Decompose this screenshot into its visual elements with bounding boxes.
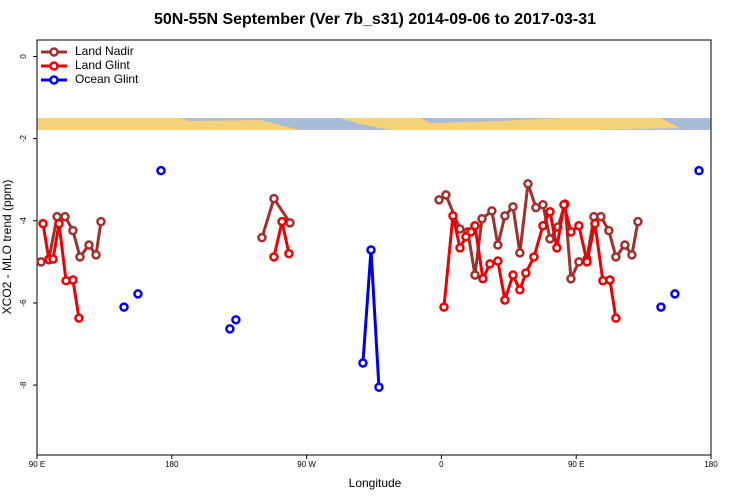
point — [68, 275, 78, 285]
point — [670, 289, 680, 299]
point — [596, 211, 606, 222]
point — [656, 302, 666, 312]
point — [485, 259, 495, 269]
legend-label: Land Glint — [75, 58, 130, 72]
point — [604, 225, 614, 236]
point — [441, 190, 451, 200]
point — [156, 165, 166, 176]
x-axis-label: Longitude — [349, 476, 402, 490]
point — [470, 220, 480, 231]
y-tick-label: 0 — [19, 54, 28, 59]
point — [620, 240, 630, 250]
point — [633, 216, 643, 227]
point — [466, 227, 476, 237]
y-tick-label: -8 — [19, 381, 28, 389]
y-axis-label: XCO2 - MLO trend (ppm) — [0, 180, 14, 315]
point — [508, 270, 518, 280]
point — [590, 218, 600, 229]
point — [284, 248, 294, 259]
point — [538, 200, 548, 210]
x-tick-label: 180 — [165, 460, 179, 469]
point — [694, 165, 704, 176]
legend-label: Ocean Glint — [75, 72, 139, 86]
point — [60, 211, 70, 222]
point — [74, 313, 84, 323]
plot-frame — [36, 39, 712, 456]
point — [448, 211, 458, 221]
point — [627, 250, 637, 260]
point — [545, 234, 555, 244]
point — [91, 250, 101, 260]
point — [493, 256, 503, 266]
chart-title: 50N-55N September (Ver 7b_s31) 2014-09-0… — [154, 11, 596, 28]
point — [119, 302, 129, 312]
point — [529, 252, 539, 262]
point — [84, 240, 94, 250]
series-line — [363, 171, 699, 388]
point — [515, 285, 525, 295]
series-line — [41, 204, 618, 319]
point — [68, 225, 78, 236]
point — [36, 257, 46, 267]
point — [574, 220, 584, 231]
legend-marker — [49, 75, 59, 85]
point — [611, 313, 621, 323]
point — [611, 252, 621, 262]
point — [285, 218, 295, 228]
point — [269, 193, 279, 204]
x-tick-label: 90 E — [29, 460, 45, 469]
x-tick-label: 90 E — [568, 460, 584, 469]
point — [545, 207, 555, 217]
point — [478, 273, 488, 284]
point — [48, 254, 58, 264]
point — [574, 257, 584, 267]
point — [225, 324, 235, 334]
point — [231, 315, 241, 325]
map-strip — [37, 118, 711, 130]
point — [552, 243, 562, 253]
point — [605, 275, 615, 285]
point — [257, 232, 267, 243]
point — [508, 202, 518, 212]
point — [455, 243, 465, 253]
point — [133, 289, 143, 299]
point — [470, 270, 480, 280]
point — [515, 248, 525, 258]
point — [493, 240, 503, 250]
point — [38, 218, 48, 229]
point — [487, 206, 497, 216]
x-tick-label: 90 W — [297, 460, 316, 469]
point — [75, 252, 85, 262]
point — [277, 216, 287, 227]
point — [366, 245, 376, 255]
point — [582, 257, 592, 267]
point — [439, 302, 449, 312]
point — [434, 195, 444, 205]
point — [358, 358, 368, 368]
point — [54, 218, 64, 229]
point — [566, 273, 576, 284]
point — [523, 179, 533, 189]
legend-marker — [49, 47, 59, 57]
point — [500, 295, 510, 305]
point — [566, 227, 576, 237]
point — [559, 200, 569, 210]
y-tick-label: -6 — [19, 299, 28, 307]
point — [96, 216, 106, 227]
y-tick-label: -4 — [19, 217, 28, 225]
point — [538, 220, 548, 231]
legend-marker — [49, 61, 59, 71]
legend-label: Land Nadir — [75, 44, 134, 58]
x-tick-label: 0 — [439, 460, 444, 469]
series-line — [40, 183, 640, 285]
x-tick-label: 180 — [704, 460, 718, 469]
point — [477, 213, 487, 224]
point — [374, 382, 384, 392]
point — [521, 268, 531, 278]
point — [500, 211, 510, 221]
point — [269, 252, 279, 262]
y-tick-label: -2 — [19, 135, 28, 143]
